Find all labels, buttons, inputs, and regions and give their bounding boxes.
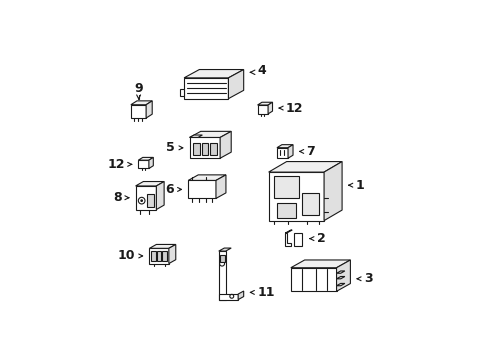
Polygon shape	[276, 148, 287, 158]
Polygon shape	[276, 203, 296, 218]
Polygon shape	[220, 255, 224, 262]
Polygon shape	[293, 233, 301, 246]
Text: 8: 8	[113, 191, 122, 204]
Polygon shape	[189, 131, 231, 138]
Text: 1: 1	[355, 179, 364, 192]
Polygon shape	[336, 271, 344, 273]
Polygon shape	[257, 105, 267, 114]
Text: 11: 11	[257, 286, 274, 299]
Text: 9: 9	[134, 82, 142, 95]
Polygon shape	[168, 244, 175, 264]
Polygon shape	[290, 260, 350, 268]
Polygon shape	[149, 248, 168, 264]
Polygon shape	[162, 251, 166, 261]
Polygon shape	[290, 268, 336, 291]
Polygon shape	[287, 145, 292, 158]
Polygon shape	[267, 102, 272, 114]
Polygon shape	[149, 244, 175, 248]
Polygon shape	[131, 105, 146, 118]
Polygon shape	[157, 251, 161, 261]
Text: 7: 7	[305, 145, 314, 158]
Text: 10: 10	[117, 249, 135, 262]
Polygon shape	[257, 102, 272, 105]
Text: 3: 3	[364, 272, 372, 285]
Text: 6: 6	[165, 183, 173, 196]
Polygon shape	[147, 194, 154, 207]
Polygon shape	[189, 138, 220, 158]
Polygon shape	[209, 143, 216, 156]
Circle shape	[140, 199, 143, 202]
Polygon shape	[336, 276, 344, 279]
Polygon shape	[138, 160, 148, 168]
Polygon shape	[135, 186, 156, 210]
Polygon shape	[193, 143, 200, 156]
Polygon shape	[228, 69, 243, 99]
Polygon shape	[189, 135, 202, 138]
Polygon shape	[268, 162, 342, 172]
Polygon shape	[238, 291, 243, 300]
Polygon shape	[274, 176, 299, 198]
Text: 2: 2	[316, 232, 325, 245]
Polygon shape	[220, 131, 231, 158]
Polygon shape	[146, 101, 152, 118]
Text: 12: 12	[285, 102, 303, 114]
Polygon shape	[218, 248, 231, 251]
Polygon shape	[180, 89, 183, 96]
Text: 5: 5	[166, 141, 175, 154]
Text: 4: 4	[257, 64, 265, 77]
Polygon shape	[336, 260, 350, 291]
Polygon shape	[216, 175, 225, 198]
Polygon shape	[324, 162, 342, 221]
Polygon shape	[201, 143, 208, 156]
Polygon shape	[183, 69, 243, 78]
Polygon shape	[131, 101, 152, 105]
Polygon shape	[151, 251, 156, 261]
Polygon shape	[268, 172, 324, 221]
Polygon shape	[156, 181, 164, 210]
Polygon shape	[188, 175, 225, 180]
Polygon shape	[285, 230, 292, 233]
Polygon shape	[218, 251, 225, 300]
Polygon shape	[218, 294, 238, 300]
Polygon shape	[183, 78, 228, 99]
Polygon shape	[135, 181, 164, 186]
Text: 12: 12	[107, 158, 125, 171]
Polygon shape	[336, 283, 344, 286]
Polygon shape	[138, 157, 153, 160]
Polygon shape	[276, 145, 292, 148]
Polygon shape	[285, 233, 290, 246]
Polygon shape	[148, 157, 153, 168]
Polygon shape	[301, 193, 318, 215]
Polygon shape	[188, 180, 216, 198]
